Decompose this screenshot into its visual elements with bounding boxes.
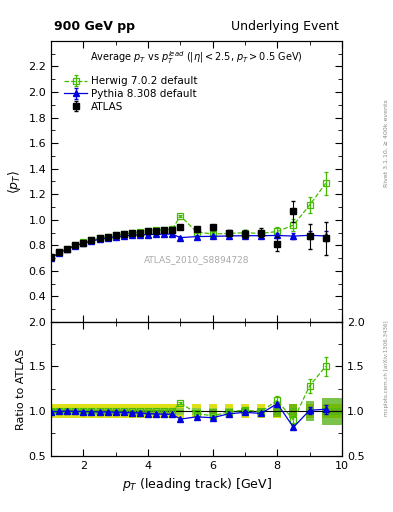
Legend: Herwig 7.0.2 default, Pythia 8.308 default, ATLAS: Herwig 7.0.2 default, Pythia 8.308 defau… — [62, 74, 200, 114]
Text: Rivet 3.1.10, ≥ 400k events: Rivet 3.1.10, ≥ 400k events — [384, 99, 389, 187]
Text: 900 GeV pp: 900 GeV pp — [54, 19, 135, 33]
Text: Underlying Event: Underlying Event — [231, 19, 339, 33]
Text: ATLAS_2010_S8894728: ATLAS_2010_S8894728 — [144, 255, 249, 265]
X-axis label: $p_T$ (leading track) [GeV]: $p_T$ (leading track) [GeV] — [121, 476, 272, 493]
Y-axis label: $\langle p_T \rangle$: $\langle p_T \rangle$ — [6, 169, 23, 194]
Text: mcplots.cern.ch [arXiv:1306.3436]: mcplots.cern.ch [arXiv:1306.3436] — [384, 321, 389, 416]
Y-axis label: Ratio to ATLAS: Ratio to ATLAS — [16, 348, 26, 430]
Text: Average $p_T$ vs $p_T^{lead}$ ($|\eta| < 2.5$, $p_T > 0.5$ GeV): Average $p_T$ vs $p_T^{lead}$ ($|\eta| <… — [90, 49, 303, 66]
